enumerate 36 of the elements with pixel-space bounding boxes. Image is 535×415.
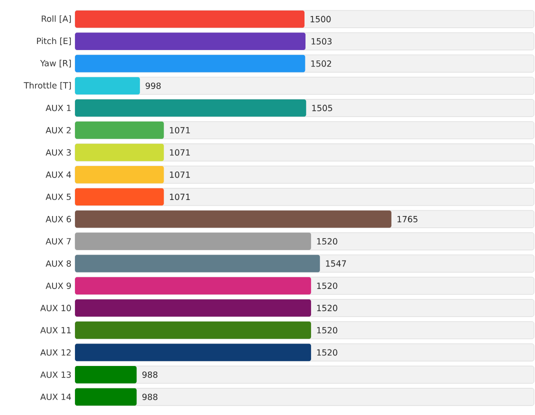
y-tick-label: AUX 2: [46, 127, 71, 134]
data-label: 1502: [311, 60, 332, 67]
data-label: 1765: [398, 216, 418, 222]
y-tick-label: AUX 6: [46, 216, 71, 222]
y-tick-label: AUX 5: [46, 194, 71, 200]
data-label: 1500: [310, 16, 331, 22]
y-tick-label: AUX 4: [46, 172, 71, 178]
data-label: 1520: [317, 304, 338, 312]
y-tick-label: Pitch [E]: [37, 38, 71, 46]
data-label: 1071: [170, 149, 190, 156]
y-tick-label: AUX 9: [46, 282, 71, 289]
data-label: 988: [142, 394, 158, 400]
data-label: 1520: [317, 282, 338, 289]
data-label: 1520: [317, 327, 338, 334]
data-label: 1503: [312, 38, 332, 45]
data-label: 1071: [170, 194, 190, 200]
y-tick-label: AUX 14: [40, 394, 71, 400]
y-tick-label: AUX 12: [40, 349, 71, 356]
y-tick-label: Roll [A]: [42, 15, 71, 23]
y-tick-label: Yaw [R]: [40, 60, 71, 68]
data-label: 1071: [170, 127, 190, 134]
data-label: 1505: [312, 104, 332, 112]
data-label: 988: [142, 371, 158, 378]
data-label: 1071: [170, 171, 190, 178]
y-tick-label: AUX 11: [40, 327, 71, 334]
y-tick-label: AUX 10: [40, 304, 71, 312]
data-label: 998: [146, 82, 161, 89]
data-label: 1520: [317, 238, 338, 245]
y-tick-label: Throttle [T]: [24, 82, 71, 90]
y-tick-label: AUX 1: [46, 104, 71, 112]
y-tick-label: AUX 8: [46, 260, 71, 267]
data-label: 1520: [317, 349, 338, 356]
y-tick-label: AUX 7: [46, 238, 71, 244]
y-tick-label: AUX 3: [46, 149, 71, 156]
y-tick-label: AUX 13: [40, 371, 71, 378]
data-label: 1547: [326, 260, 346, 267]
